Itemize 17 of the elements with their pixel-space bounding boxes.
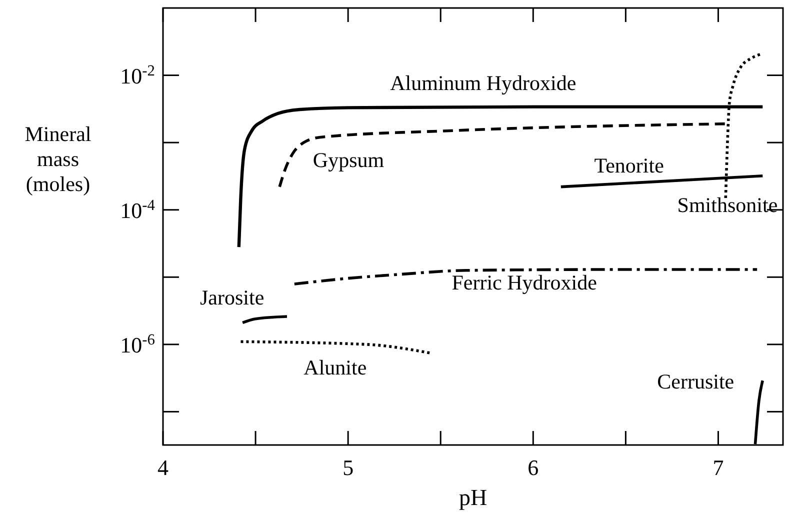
series-label: Aluminum Hydroxide	[390, 71, 576, 96]
x-tick-label: 6	[528, 455, 539, 480]
series-label: Cerrusite	[657, 370, 734, 394]
series-label: Tenorite	[594, 153, 664, 178]
x-tick-label: 4	[158, 455, 168, 480]
series-label: Smithsonite	[677, 192, 778, 217]
series-label: Jarosite	[200, 286, 264, 310]
y-tick-label: 10$^{-4}$	[120, 196, 156, 223]
y-tick-label: 10$^{-6}$	[120, 330, 156, 358]
x-tick-label: 5	[342, 455, 354, 480]
x-axis-title: pH	[458, 485, 488, 510]
y-axis-title: Mineral mass (moles)	[24, 122, 92, 196]
y-tick-label: 10$^{-2}$	[120, 62, 155, 88]
series-label: Ferric Hydroxide	[452, 270, 597, 294]
series-label: Alunite	[304, 355, 367, 380]
x-tick-label: 7	[712, 455, 724, 480]
series-label: Gypsum	[312, 148, 384, 172]
